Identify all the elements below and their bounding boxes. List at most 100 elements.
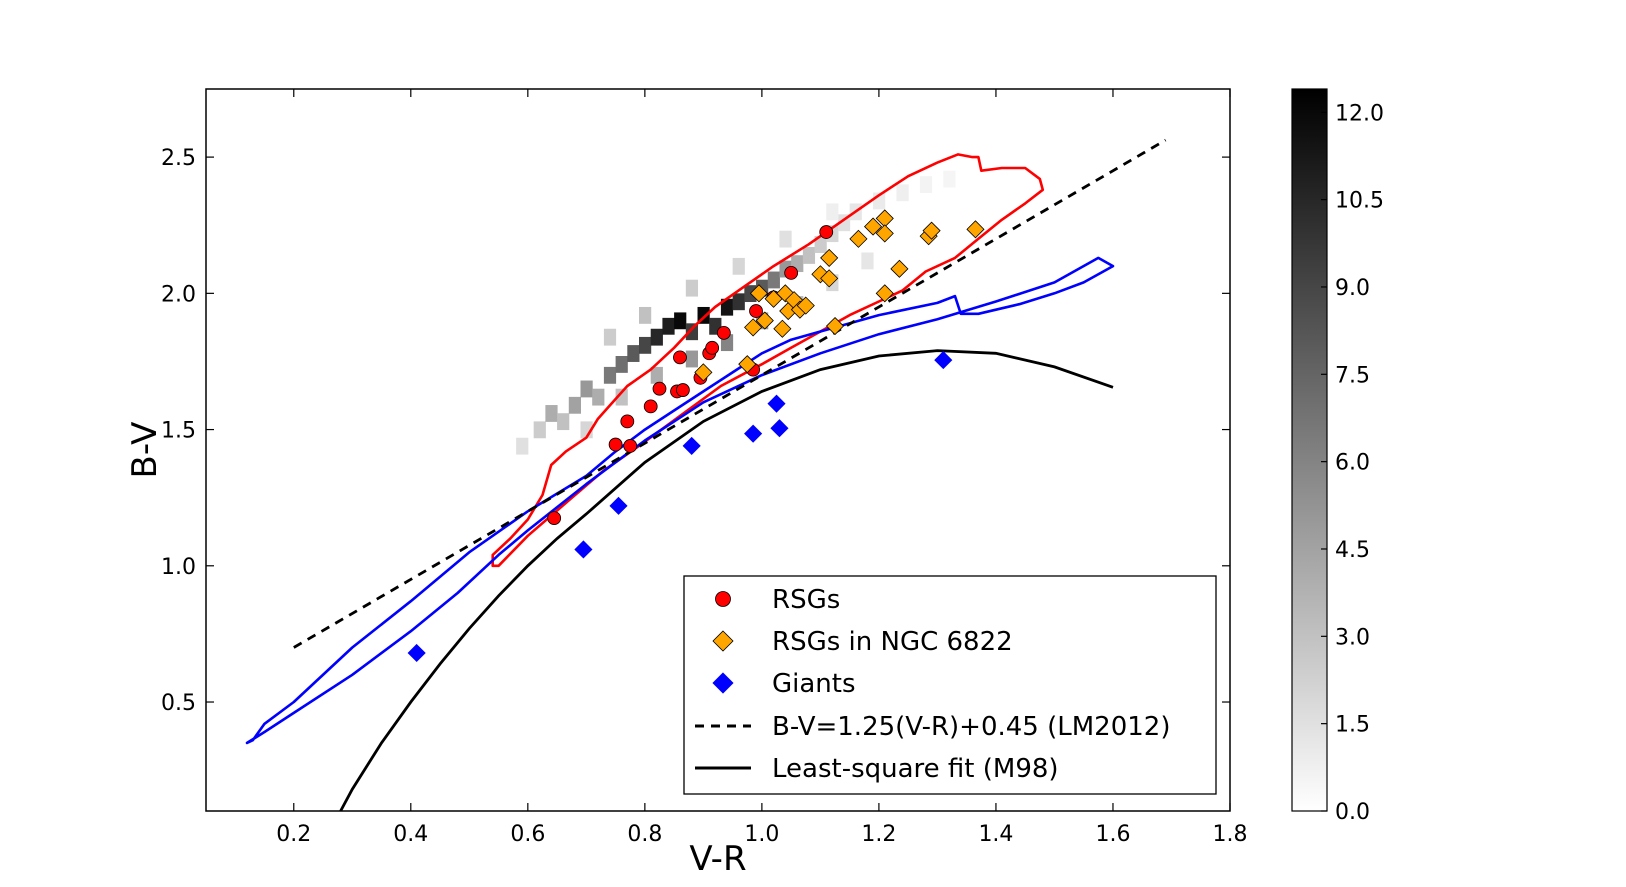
colorbar-tick-label: 10.5 bbox=[1335, 189, 1384, 214]
rsg-point bbox=[643, 399, 658, 414]
y-tick-label: 1.0 bbox=[161, 555, 196, 580]
density-cell bbox=[639, 306, 652, 324]
colorbar: 0.0 1.5 3.0 4.5 6.0 7.5 9.0 10.5 12.0 bbox=[1291, 88, 1384, 825]
density-cell bbox=[650, 328, 663, 346]
ngc6822-rsg-point bbox=[849, 229, 868, 248]
y-tick-label: 1.5 bbox=[161, 419, 196, 444]
ngc6822-rsg-point bbox=[694, 363, 713, 382]
ngc6822-rsg-point bbox=[820, 248, 839, 267]
density-cell bbox=[826, 203, 839, 221]
density-cell bbox=[557, 413, 570, 431]
legend-box bbox=[683, 575, 1217, 795]
ngc6822-rsg-point bbox=[820, 269, 839, 288]
legend-marker-giants bbox=[712, 672, 734, 694]
colorbar-tick-label: 7.5 bbox=[1335, 363, 1370, 388]
ngc6822-rsg-point bbox=[749, 284, 769, 303]
legend-label-lm2012-line: B-V=1.25(V-R)+0.45 (LM2012) bbox=[772, 712, 1170, 742]
density-cell bbox=[639, 336, 652, 354]
colorbar-tick-label: 12.0 bbox=[1335, 101, 1384, 126]
x-axis: 0.2 0.4 0.6 0.8 1.0 1.2 1.4 1.6 1.8 bbox=[276, 89, 1248, 847]
colorbar-tick-label: 4.5 bbox=[1335, 538, 1370, 563]
density-cell bbox=[919, 176, 933, 194]
density-cell bbox=[802, 247, 816, 264]
x-tick-label: 0.2 bbox=[276, 822, 311, 847]
x-tick-label: 0.8 bbox=[627, 822, 662, 847]
legend-label-rsgs: RSGs bbox=[772, 585, 840, 615]
ngc6822-rsg-point bbox=[825, 316, 845, 336]
rsg-point bbox=[784, 266, 799, 280]
giant-point bbox=[407, 643, 426, 663]
density-cell bbox=[627, 345, 640, 362]
density-cell bbox=[545, 405, 558, 422]
ngc6822-rsg-point bbox=[738, 355, 757, 374]
density-cell bbox=[592, 388, 605, 406]
giant-point bbox=[609, 496, 628, 515]
colorbar-tick-label: 6.0 bbox=[1335, 451, 1370, 476]
rsg-point bbox=[547, 511, 562, 526]
density-cell bbox=[685, 350, 699, 368]
ngc6822-rsg-point bbox=[966, 220, 985, 239]
y-tick-label: 2.0 bbox=[161, 282, 196, 307]
rsg-point bbox=[716, 325, 731, 340]
giant-point bbox=[770, 419, 789, 438]
giant-point bbox=[574, 540, 593, 559]
density-cell bbox=[662, 317, 675, 335]
rsg-point bbox=[749, 304, 763, 318]
legend-label-rsgs-ngc6822: RSGs in NGC 6822 bbox=[772, 627, 1013, 657]
y-axis-title: B-V bbox=[125, 422, 165, 479]
giant-point bbox=[934, 351, 953, 370]
ngc6822-rsg-point bbox=[875, 224, 894, 243]
fit-lines bbox=[293, 138, 1167, 811]
rsg-contour bbox=[491, 153, 1045, 568]
x-tick-label: 1.6 bbox=[1095, 822, 1130, 847]
density-cell bbox=[685, 279, 699, 297]
ngc6822-rsg-point bbox=[922, 221, 941, 240]
m98-fit-line bbox=[339, 349, 1114, 811]
x-tick-label: 0.4 bbox=[393, 822, 428, 847]
x-tick-label: 0.6 bbox=[510, 822, 545, 847]
rsg-point bbox=[675, 383, 690, 397]
density-cell bbox=[516, 437, 529, 455]
density-cell bbox=[732, 257, 745, 275]
y-tick-label: 2.5 bbox=[161, 146, 196, 171]
y-axis: 0.5 1.0 1.5 2.0 2.5 bbox=[161, 146, 1230, 716]
density-cell bbox=[814, 236, 827, 253]
ngc6822-rsg-point bbox=[863, 217, 883, 236]
lm2012-dashed-line bbox=[293, 138, 1167, 649]
density-cell bbox=[615, 356, 628, 373]
density-cell bbox=[568, 396, 581, 414]
y-tick-label: 0.5 bbox=[161, 691, 196, 716]
rsg-point bbox=[705, 340, 720, 355]
legend: RSGs RSGs in NGC 6822 Giants B-V=1.25(V-… bbox=[683, 575, 1217, 795]
rsg-point bbox=[620, 414, 635, 429]
ngc6822-rsg-point bbox=[773, 319, 792, 338]
rsg-point bbox=[652, 381, 667, 396]
colorbar-tick-label: 1.5 bbox=[1335, 713, 1370, 738]
rsg-point bbox=[819, 225, 834, 239]
ngc6822-rsg-point bbox=[755, 311, 774, 330]
density-cell bbox=[615, 388, 628, 406]
density-cell bbox=[943, 170, 956, 188]
scatter-points bbox=[407, 209, 985, 663]
giant-point bbox=[682, 436, 701, 455]
ngc6822-rsg-point bbox=[796, 296, 815, 315]
x-axis-title: V-R bbox=[689, 839, 746, 879]
x-tick-label: 1.0 bbox=[744, 822, 779, 847]
rsg-point bbox=[608, 437, 623, 452]
ngc6822-rsg-point bbox=[890, 259, 909, 278]
density-cell bbox=[650, 366, 663, 384]
density-cell bbox=[779, 230, 792, 248]
legend-marker-rsgs-ngc6822 bbox=[712, 630, 734, 652]
giant-point bbox=[744, 424, 763, 443]
rsg-point bbox=[623, 439, 638, 453]
density-cell bbox=[533, 421, 546, 439]
colorbar-gradient bbox=[1291, 88, 1328, 812]
x-tick-label: 1.8 bbox=[1213, 822, 1248, 847]
density-cell bbox=[674, 312, 687, 330]
density-cell bbox=[720, 298, 734, 316]
colorbar-tick-label: 0.0 bbox=[1335, 800, 1370, 825]
plot-frame bbox=[205, 88, 1231, 812]
density-cell bbox=[603, 328, 617, 346]
rsg-point bbox=[673, 350, 687, 365]
